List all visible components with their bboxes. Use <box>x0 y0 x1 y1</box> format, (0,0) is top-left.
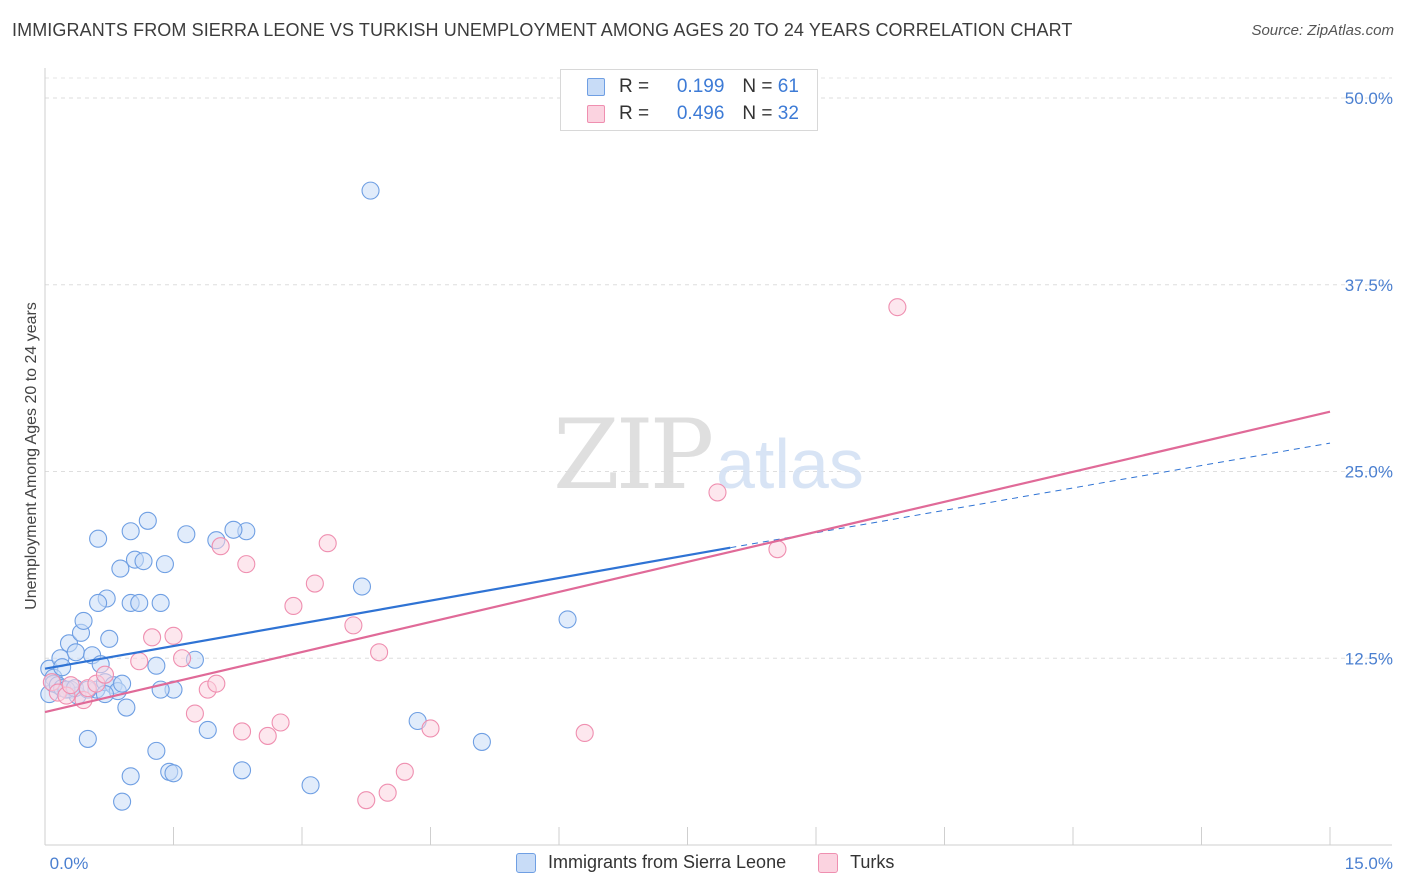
point-sierra-leone-56 <box>361 181 380 200</box>
point-sierra-leone-22 <box>113 674 132 693</box>
point-sierra-leone-58 <box>472 732 491 751</box>
point-sierra-leone-19 <box>100 629 119 648</box>
point-sierra-leone-31 <box>130 593 149 613</box>
point-sierra-leone-50 <box>164 764 183 783</box>
trend-line-turks <box>44 410 1331 714</box>
legend-swatch-turks <box>587 105 605 123</box>
point-sierra-leone-54 <box>301 776 320 795</box>
legend-r-label: R = <box>619 103 650 124</box>
point-sierra-leone-46 <box>78 729 97 748</box>
point-sierra-leone-38 <box>121 522 140 541</box>
point-sierra-leone-47 <box>113 792 132 811</box>
y-tick-label: 37.5% <box>1345 276 1393 295</box>
series-legend-sierra-leone: Immigrants from Sierra Leone <box>516 852 786 873</box>
point-sierra-leone-59 <box>558 610 577 629</box>
series-swatch-turks <box>818 852 839 873</box>
y-axis-label: Unemployment Among Ages 20 to 24 years <box>23 302 40 610</box>
trend-line-sierra-leone-extension <box>730 442 1331 549</box>
point-sierra-leone-55 <box>352 577 372 596</box>
point-sierra-leone-51 <box>147 741 166 760</box>
point-sierra-leone-26 <box>89 529 108 548</box>
point-sierra-leone-42 <box>224 520 243 539</box>
trend-line-sierra-leone <box>44 546 731 670</box>
point-sierra-leone-6 <box>66 643 85 662</box>
point-sierra-leone-23 <box>117 698 136 717</box>
point-sierra-leone-9 <box>74 611 93 630</box>
x-tick-label-min: 0.0% <box>50 854 89 873</box>
point-turks-26 <box>378 783 397 802</box>
point-turks-27 <box>395 762 414 781</box>
y-tick-label: 50.0% <box>1345 89 1393 108</box>
data-points <box>40 181 907 811</box>
watermark-zip: ZIP <box>553 399 712 511</box>
point-turks-14 <box>207 674 226 693</box>
point-sierra-leone-44 <box>151 593 170 613</box>
legend-swatch-sierra-leone <box>587 78 605 96</box>
series-legend: Immigrants from Sierra Leone Turks <box>516 852 926 873</box>
watermark: ZIP atlas <box>553 399 864 511</box>
point-sierra-leone-43 <box>155 555 174 574</box>
point-turks-28 <box>421 719 440 738</box>
point-sierra-leone-33 <box>147 656 166 675</box>
source-label: Source: ZipAtlas.com <box>1251 22 1394 39</box>
point-turks-22 <box>318 534 337 553</box>
point-sierra-leone-37 <box>138 511 157 530</box>
legend-n-value-sierra-leone: 61 <box>777 76 799 97</box>
axes <box>44 68 1392 846</box>
point-sierra-leone-36 <box>89 593 108 613</box>
point-turks-21 <box>305 574 324 593</box>
point-sierra-leone-32 <box>134 552 153 571</box>
point-sierra-leone-40 <box>177 525 196 544</box>
legend-n-value-turks: 32 <box>777 103 799 124</box>
tick-labels: 12.5% 25.0% 37.5% 50.0% 0.0% 15.0% <box>50 89 1393 873</box>
legend-n-label: N = <box>742 103 773 124</box>
point-turks-11 <box>173 649 192 668</box>
legend-r-label: R = <box>619 76 650 97</box>
legend-r-value-sierra-leone: 0.199 <box>676 76 725 97</box>
point-turks-12 <box>185 704 204 723</box>
point-turks-29 <box>575 723 594 743</box>
series-label-sierra-leone: Immigrants from Sierra Leone <box>548 852 787 872</box>
chart-title: IMMIGRANTS FROM SIERRA LEONE VS TURKISH … <box>12 20 1073 40</box>
series-legend-turks: Turks <box>818 852 894 873</box>
point-turks-17 <box>232 722 252 741</box>
point-sierra-leone-53 <box>232 761 252 780</box>
series-swatch-sierra-leone <box>516 852 536 873</box>
watermark-atlas: atlas <box>716 425 864 503</box>
point-sierra-leone-52 <box>198 720 217 740</box>
point-turks-8 <box>130 652 149 671</box>
legend-r-value-turks: 0.496 <box>676 103 725 124</box>
point-turks-7 <box>95 665 115 684</box>
point-sierra-leone-28 <box>111 559 130 578</box>
legend-n-label: N = <box>742 76 773 97</box>
point-turks-16 <box>237 555 256 574</box>
point-turks-25 <box>370 643 389 662</box>
point-turks-19 <box>284 596 303 616</box>
point-turks-20 <box>271 713 290 732</box>
point-turks-15 <box>211 537 230 556</box>
y-tick-label: 25.0% <box>1345 463 1393 482</box>
point-turks-18 <box>258 726 277 745</box>
point-turks-10 <box>164 626 183 645</box>
series-label-turks: Turks <box>850 852 895 872</box>
point-turks-30 <box>708 483 727 502</box>
legend-row-sierra-leone: R = 0.199 N = 61 <box>587 75 799 99</box>
correlation-legend: R = 0.199 N = 61 R = 0.496 N = 32 <box>560 69 818 131</box>
point-turks-9 <box>143 628 162 647</box>
point-turks-3 <box>61 676 80 695</box>
point-turks-31 <box>888 298 907 317</box>
legend-row-turks: R = 0.496 N = 32 <box>587 102 799 126</box>
point-turks-24 <box>357 791 376 810</box>
trend-lines <box>44 410 1331 714</box>
x-tick-label-max: 15.0% <box>1345 854 1393 873</box>
point-sierra-leone-48 <box>121 767 140 786</box>
y-tick-label: 12.5% <box>1345 649 1393 668</box>
point-turks-23 <box>344 616 363 635</box>
